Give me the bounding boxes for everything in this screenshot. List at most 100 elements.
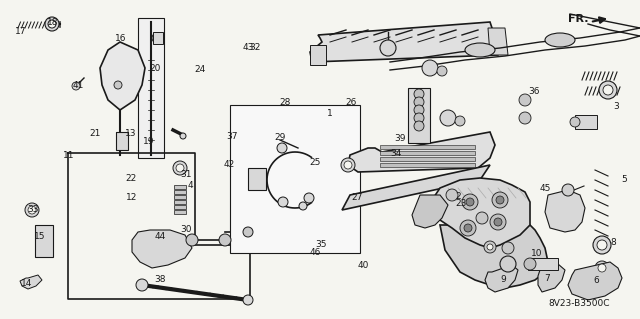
Circle shape: [414, 89, 424, 99]
Text: 36: 36: [529, 87, 540, 96]
Polygon shape: [430, 178, 530, 248]
Text: 4: 4: [188, 181, 193, 190]
Text: 22: 22: [125, 174, 137, 182]
Text: 42: 42: [223, 160, 235, 169]
Polygon shape: [538, 264, 565, 292]
Circle shape: [476, 212, 488, 224]
Text: 20: 20: [149, 64, 161, 73]
Circle shape: [45, 17, 59, 31]
Text: 10: 10: [531, 249, 542, 258]
Text: FR.: FR.: [568, 14, 589, 24]
Text: 21: 21: [89, 129, 100, 138]
Text: 29: 29: [275, 133, 286, 142]
Polygon shape: [20, 275, 42, 289]
Text: 31: 31: [180, 170, 191, 179]
Circle shape: [341, 158, 355, 172]
Circle shape: [277, 143, 287, 153]
Text: 44: 44: [154, 232, 166, 241]
Circle shape: [48, 20, 56, 28]
Text: 7: 7: [545, 274, 550, 283]
Circle shape: [344, 161, 352, 169]
Circle shape: [152, 33, 162, 43]
Text: 28: 28: [279, 98, 291, 107]
Circle shape: [496, 196, 504, 204]
Text: 32: 32: [249, 43, 260, 52]
Circle shape: [595, 261, 609, 275]
Polygon shape: [100, 42, 145, 110]
Circle shape: [414, 113, 424, 123]
Text: 23: 23: [455, 199, 467, 208]
Text: 45: 45: [540, 184, 551, 193]
Circle shape: [114, 81, 122, 89]
Text: 9: 9: [501, 275, 506, 284]
Bar: [174, 185, 186, 189]
Text: 12: 12: [125, 193, 137, 202]
Circle shape: [422, 60, 438, 76]
Text: 8V23-B3500C: 8V23-B3500C: [548, 299, 609, 308]
Bar: [380, 145, 475, 149]
Text: 5: 5: [621, 175, 627, 184]
Bar: [380, 163, 475, 167]
Text: 27: 27: [351, 193, 363, 202]
Text: 30: 30: [180, 225, 191, 234]
Circle shape: [500, 256, 516, 272]
Circle shape: [186, 234, 198, 246]
Bar: [380, 157, 475, 161]
Text: 40: 40: [358, 261, 369, 270]
Circle shape: [494, 218, 502, 226]
Circle shape: [464, 224, 472, 232]
Text: 39: 39: [394, 134, 406, 143]
Bar: [116, 132, 128, 150]
Bar: [138, 18, 164, 158]
Circle shape: [524, 258, 536, 270]
Text: 19: 19: [143, 137, 154, 146]
Circle shape: [414, 121, 424, 131]
Polygon shape: [485, 265, 518, 292]
Text: 8: 8: [611, 238, 616, 247]
Bar: [174, 210, 186, 214]
Circle shape: [519, 94, 531, 106]
Polygon shape: [348, 132, 495, 172]
Circle shape: [136, 279, 148, 291]
Text: 34: 34: [390, 149, 401, 158]
Bar: [35, 225, 53, 257]
Text: 43: 43: [243, 43, 254, 52]
Circle shape: [180, 133, 186, 139]
Circle shape: [72, 82, 80, 90]
Polygon shape: [440, 225, 548, 288]
Polygon shape: [132, 230, 192, 268]
Circle shape: [603, 85, 613, 95]
Ellipse shape: [545, 33, 575, 47]
Text: 26: 26: [345, 98, 356, 107]
Circle shape: [490, 214, 506, 230]
Circle shape: [243, 227, 253, 237]
Text: 1: 1: [327, 109, 332, 118]
Circle shape: [487, 244, 493, 250]
Bar: [174, 200, 186, 204]
Text: 24: 24: [194, 65, 205, 74]
Circle shape: [440, 110, 456, 126]
Text: 11: 11: [63, 151, 75, 160]
Circle shape: [460, 220, 476, 236]
Polygon shape: [310, 45, 326, 65]
Circle shape: [562, 184, 574, 196]
Text: 6: 6: [594, 276, 599, 285]
Bar: [174, 190, 186, 194]
Circle shape: [176, 164, 184, 172]
Circle shape: [599, 81, 617, 99]
Circle shape: [519, 112, 531, 124]
Polygon shape: [412, 195, 448, 228]
Text: 15: 15: [34, 232, 45, 241]
Text: 13: 13: [125, 129, 137, 138]
Polygon shape: [545, 190, 585, 232]
Text: 2: 2: [456, 192, 461, 201]
Text: 3: 3: [613, 102, 618, 111]
Text: 41: 41: [72, 81, 84, 90]
Circle shape: [597, 240, 607, 250]
Bar: [575, 115, 597, 129]
Text: 16: 16: [115, 34, 126, 43]
Polygon shape: [342, 165, 490, 210]
Text: 17: 17: [15, 27, 26, 36]
Bar: [230, 105, 360, 253]
Circle shape: [466, 198, 474, 206]
